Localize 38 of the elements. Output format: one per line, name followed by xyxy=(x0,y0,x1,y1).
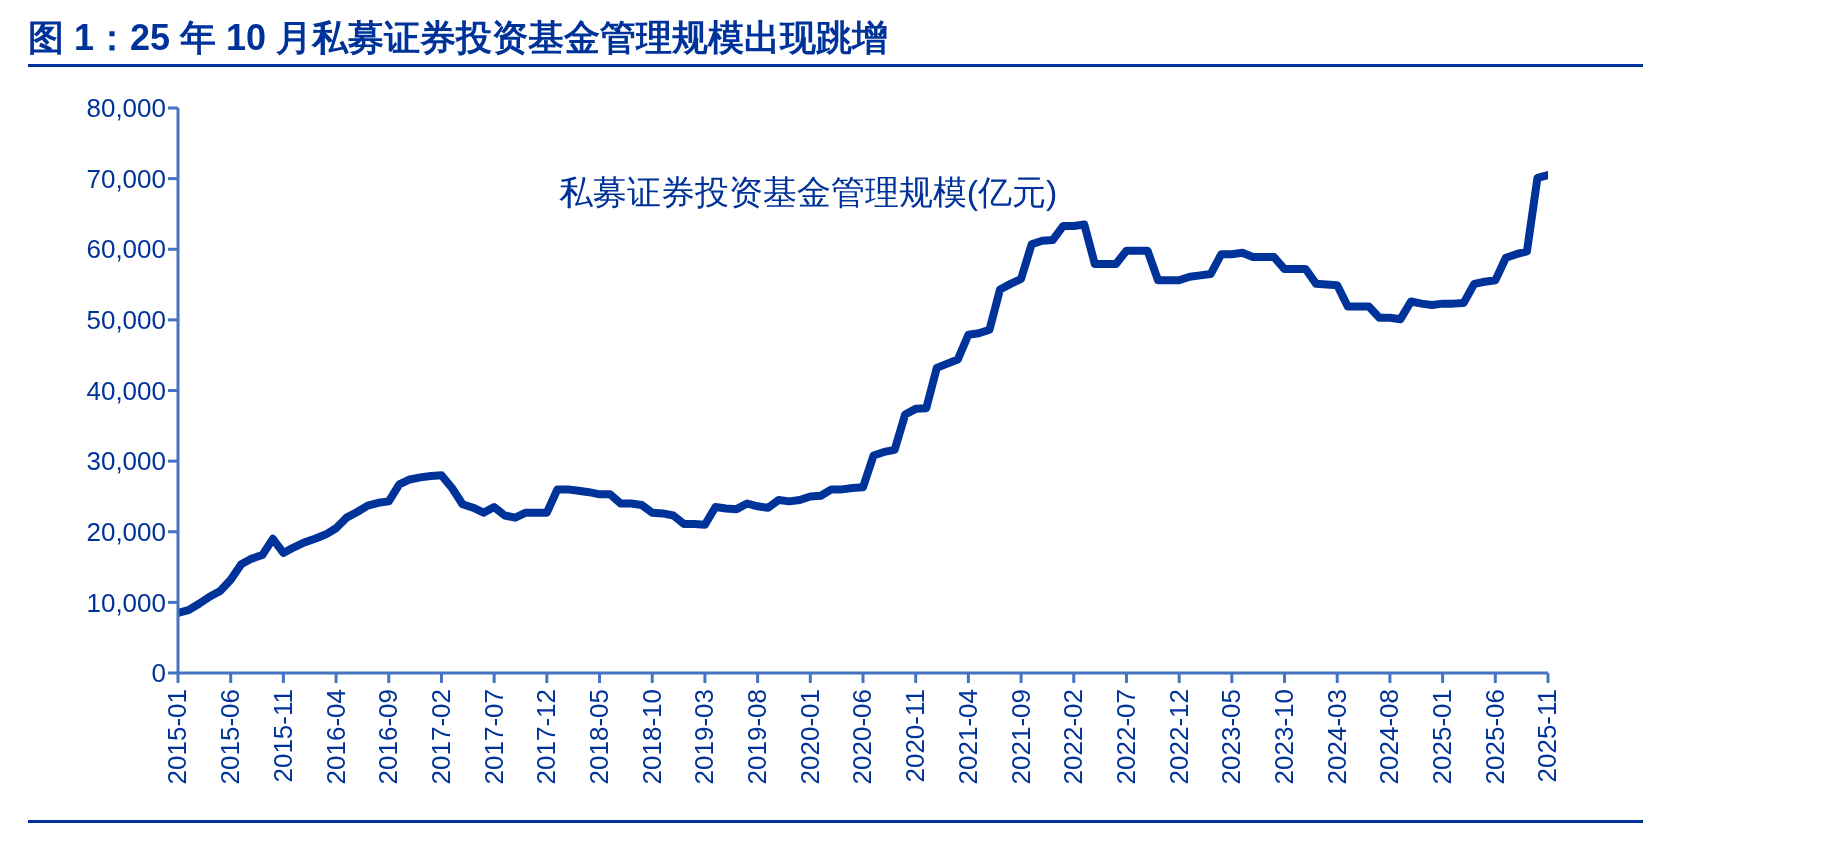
x-tick-label: 2018-10 xyxy=(636,689,667,785)
x-tick-label: 2023-10 xyxy=(1269,689,1299,785)
x-tick-label: 2016-09 xyxy=(373,689,404,785)
x-tick-label: 2017-02 xyxy=(425,689,456,785)
chart-title: 图 1：25 年 10 月私募证券投资基金管理规模出现跳增 xyxy=(28,16,889,60)
y-tick-label: 30,000 xyxy=(86,446,166,477)
x-tick-label: 2022-12 xyxy=(1163,689,1194,785)
y-tick-label: 20,000 xyxy=(86,516,166,547)
y-tick-label: 80,000 xyxy=(86,93,166,124)
y-tick-label: 50,000 xyxy=(86,305,166,336)
x-tick-label: 2015-11 xyxy=(267,689,298,783)
x-tick-label: 2025-06 xyxy=(1479,689,1510,785)
x-tick-label: 2020-11 xyxy=(900,689,931,783)
x-tick-label: 2022-07 xyxy=(1110,689,1141,785)
y-tick-label: 70,000 xyxy=(86,163,166,194)
x-tick-label: 2021-04 xyxy=(952,689,983,785)
x-tick-label: 2016-04 xyxy=(320,689,351,785)
x-tick-label: 2015-06 xyxy=(215,689,246,785)
x-tick-label: 2015-01 xyxy=(162,689,193,785)
x-tick-label: 2025-11 xyxy=(1532,689,1563,783)
x-tick-label: 2022-02 xyxy=(1058,689,1089,785)
x-tick-label: 2017-12 xyxy=(531,689,562,785)
x-tick-label: 2020-06 xyxy=(847,689,878,785)
series-label: 私募证券投资基金管理规模(亿元) xyxy=(558,172,1058,213)
x-tick-label: 2020-01 xyxy=(794,689,825,785)
x-tick-label: 2025-01 xyxy=(1427,689,1458,785)
x-tick-label: 2024-08 xyxy=(1374,689,1405,785)
y-tick-label: 40,000 xyxy=(86,375,166,406)
x-tick-label: 2018-05 xyxy=(584,689,614,785)
x-tick-label: 2017-07 xyxy=(478,689,509,785)
x-tick-label: 2019-08 xyxy=(742,689,773,785)
x-tick-label: 2021-09 xyxy=(1005,689,1036,785)
x-tick-label: 2023-05 xyxy=(1216,689,1247,785)
x-tick-label: 2019-03 xyxy=(689,689,720,785)
y-tick-label: 10,000 xyxy=(86,587,166,618)
y-tick-label: 60,000 xyxy=(86,234,166,265)
x-tick-label: 2024-03 xyxy=(1321,689,1352,785)
y-tick-label: 0 xyxy=(151,658,166,689)
